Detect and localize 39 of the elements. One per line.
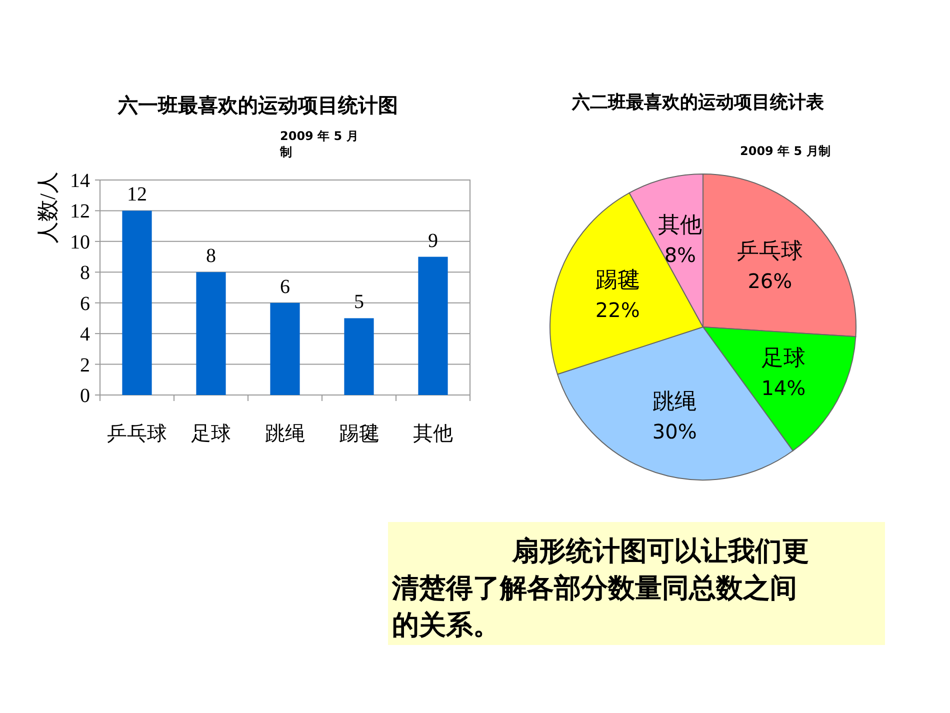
slice-label: 乒乓球 bbox=[736, 239, 803, 264]
data-label: 30% bbox=[652, 419, 697, 444]
slice-label: 足球 bbox=[761, 346, 806, 372]
data-label: 9 bbox=[428, 230, 438, 252]
x-tick-label: 其他 bbox=[413, 423, 453, 445]
chart-subtitle: 2009 年 5 月制 bbox=[279, 129, 358, 159]
chart-title: 六二班最喜欢的运动项目统计表 bbox=[571, 92, 824, 113]
y-tick-label: 0 bbox=[80, 385, 90, 407]
data-label: 26% bbox=[748, 269, 792, 294]
chart-title: 六一班最喜欢的运动项目统计图 bbox=[117, 93, 398, 117]
bar bbox=[122, 210, 152, 395]
x-tick-label: 跳绳 bbox=[265, 423, 305, 445]
x-tick-label: 乒乓球 bbox=[107, 423, 167, 445]
data-label: 14% bbox=[761, 376, 806, 400]
bar bbox=[196, 272, 226, 395]
data-label: 8% bbox=[664, 243, 696, 268]
data-label: 6 bbox=[280, 276, 290, 298]
data-label: 22% bbox=[595, 298, 640, 322]
y-tick-label: 14 bbox=[70, 170, 90, 192]
y-tick-label: 12 bbox=[70, 200, 90, 223]
x-tick-label: 踢毽 bbox=[339, 423, 379, 445]
slice-label: 其他 bbox=[658, 213, 702, 238]
y-axis-title: 人数/人 bbox=[35, 171, 60, 244]
bar bbox=[344, 318, 374, 395]
slice-label: 踢毽 bbox=[596, 268, 640, 294]
y-tick-label: 2 bbox=[80, 354, 90, 376]
chart-subtitle: 2009 年 5 月制 bbox=[740, 144, 830, 158]
y-tick-label: 6 bbox=[80, 292, 90, 315]
text: 扇形统计图可以让我们更清楚得了解各部分数量同总数之间的关系。 bbox=[391, 536, 809, 641]
y-tick-label: 10 bbox=[70, 231, 90, 254]
bar bbox=[270, 302, 300, 395]
y-tick-label: 8 bbox=[80, 262, 90, 284]
x-tick-label: 足球 bbox=[191, 423, 231, 445]
data-label: 12 bbox=[127, 184, 147, 206]
bar bbox=[418, 256, 448, 395]
data-label: 8 bbox=[206, 245, 216, 268]
slice-label: 跳绳 bbox=[652, 389, 697, 414]
y-tick-label: 4 bbox=[80, 324, 90, 346]
data-label: 5 bbox=[354, 291, 364, 314]
